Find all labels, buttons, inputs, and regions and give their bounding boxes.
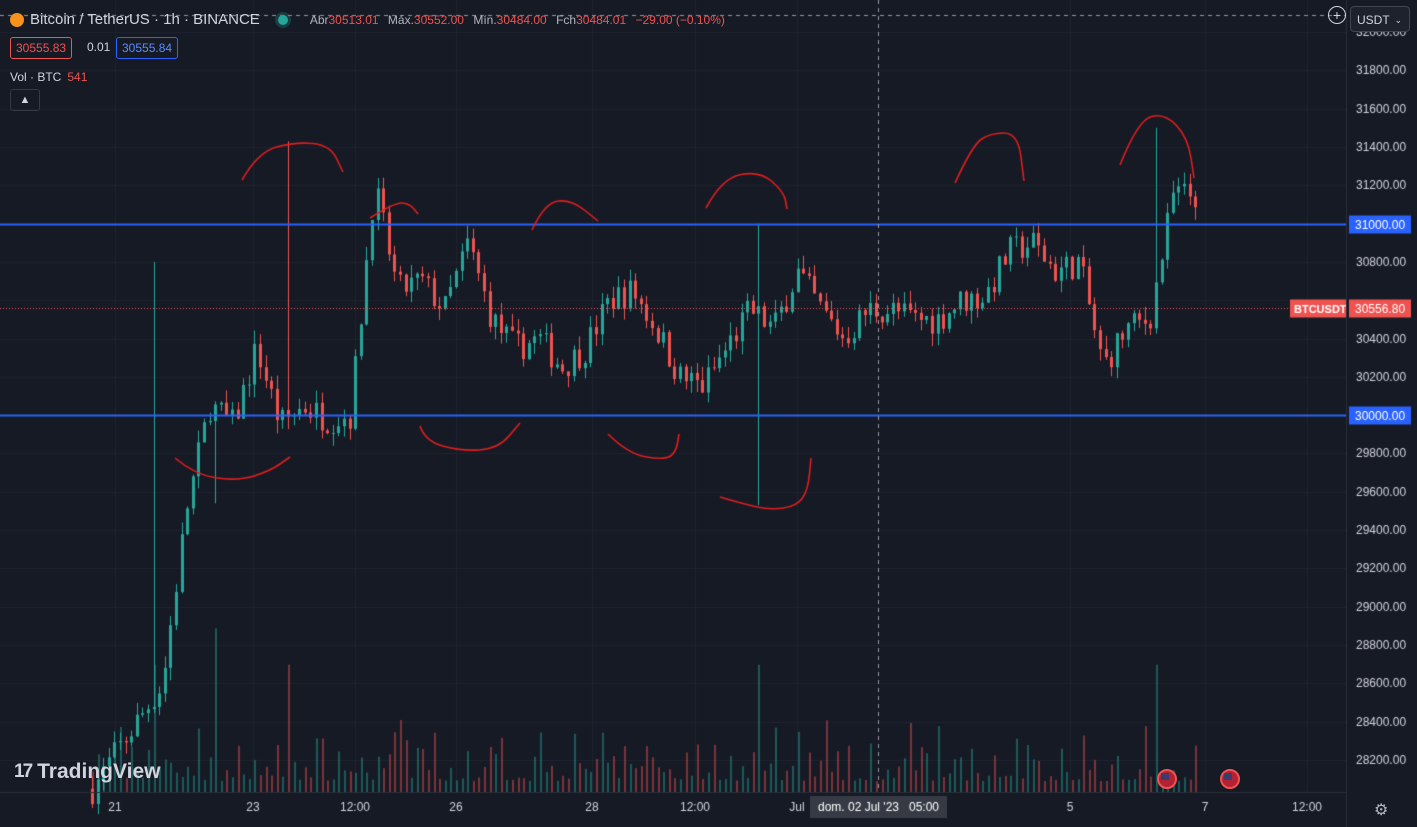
close-value: 30484.01	[576, 12, 627, 27]
high-value: 30552.00	[413, 12, 464, 27]
symbol-header: Bitcoin / TetherUS · 1h · BINANCE Abr305…	[10, 11, 731, 28]
sell-price-button[interactable]: 30555.83	[10, 37, 73, 59]
change-value: −29.00 (−0.10%)	[635, 12, 725, 27]
low-value: 30484.00	[496, 12, 547, 27]
collapse-legend-button[interactable]: ▲	[10, 89, 40, 111]
tradingview-logo: 17 TradingView	[14, 760, 161, 783]
volume-value: 541	[67, 70, 88, 84]
plus-circle-icon[interactable]: +	[1328, 6, 1346, 24]
gear-icon[interactable]: ⚙	[1374, 802, 1389, 819]
currency-select[interactable]: USDT ⌄	[1350, 6, 1410, 32]
market-status-icon	[277, 14, 288, 25]
ohlc-values: Abr30513.01 Máx.30552.00 Mín.30484.00 Fc…	[309, 12, 725, 27]
chevron-down-icon: ⌄	[1394, 15, 1402, 25]
buy-price-button[interactable]: 30555.84	[116, 37, 179, 59]
tradingview-logo-icon: 17	[14, 761, 33, 782]
volume-legend: Vol · BTC 541	[10, 70, 87, 84]
symbol-title[interactable]: Bitcoin / TetherUS · 1h · BINANCE	[30, 11, 260, 28]
us-flag-icon[interactable]	[1157, 769, 1177, 789]
chevron-up-icon: ▲	[19, 94, 31, 106]
bitcoin-icon	[10, 12, 24, 27]
open-value: 30513.01	[328, 12, 379, 27]
volume-label: Vol · BTC	[10, 70, 62, 84]
us-flag-icon[interactable]	[1220, 769, 1240, 789]
spread-value: 0.01	[87, 40, 111, 54]
